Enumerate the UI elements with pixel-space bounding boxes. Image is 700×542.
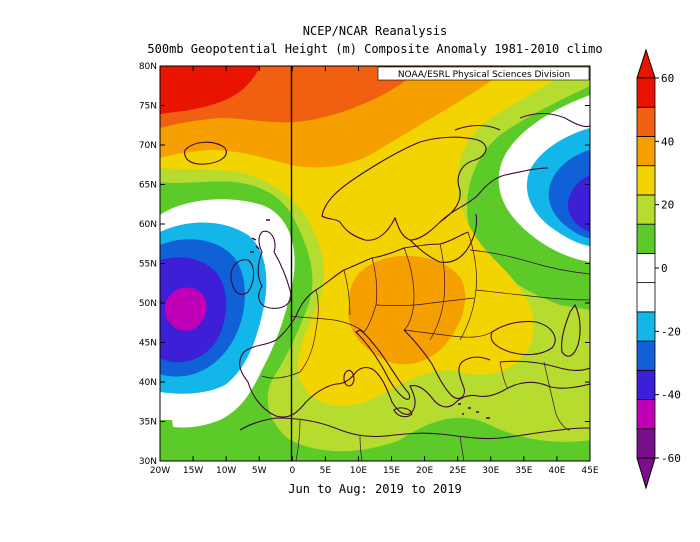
colorbar-segment [636,136,656,167]
colorbar-label: -40 [661,389,681,402]
colorbar-segment [636,106,656,137]
anomaly-band-55 [160,66,260,114]
colorbar-segment [636,340,656,371]
colorbar-segment [636,399,656,430]
chart-subtitle: 500mb Geopotential Height (m) Composite … [147,42,603,56]
lon-tick-label: 15W [183,466,203,476]
coastlines [184,112,590,461]
colorbar-segment [636,428,656,459]
colorbar-label: 20 [661,199,674,212]
colorbar-segment [636,252,656,284]
lon-tick-label: 20W [150,466,170,476]
lat-tick-label: 40N [139,378,157,388]
latitude-axis: 80N 75N 70N 65N 60N 55N 50N 45N 40N 35N 30N [139,62,590,467]
morocco-green [160,420,176,461]
colorbar-segment [636,282,656,313]
credit-box [377,66,590,81]
colorbar-label: 0 [661,262,668,275]
anomaly-band-35-europe [348,255,466,365]
lon-tick-label: 15E [383,466,400,476]
lat-tick-label: 35N [139,418,157,428]
colorbar-segment [636,311,656,342]
colorbar-labels: 60 40 20 0 -20 -40 -60 [655,72,681,465]
colorbar [636,48,656,490]
colorbar-segment [636,369,656,400]
lon-tick-label: 10E [350,466,367,476]
lon-tick-label: 5W [252,466,267,476]
lon-tick-label: 25E [449,466,466,476]
lon-tick-label: 45E [581,466,598,476]
lat-tick-label: 75N [139,102,157,112]
anomaly-field [160,66,590,461]
colorbar-label: -20 [661,325,681,338]
colorbar-label: -60 [661,452,681,465]
lon-tick-label: 10W [216,466,236,476]
longitude-axis: 20W 15W 10W 5W 0 5E 10E 15E 20E 25E 30E 35E 40E 45E [150,66,599,476]
lat-tick-label: 80N [139,62,157,72]
lon-tick-label: 20E [416,466,433,476]
lon-tick-label: 0 [289,466,295,476]
lat-tick-label: 70N [139,141,157,151]
lat-tick-label: 50N [139,299,157,309]
lon-tick-label: 30E [482,466,499,476]
colorbar-segment [636,194,656,225]
lon-tick-label: 35E [515,466,532,476]
colorbar-label: 40 [661,135,674,148]
colorbar-segment [636,223,656,254]
colorbar-max-arrow [636,48,656,79]
lat-tick-label: 60N [139,220,157,230]
atlantic-neg-45 [164,287,207,331]
russia-neg-35 [568,175,590,232]
time-period: Jun to Aug: 2019 to 2019 [288,482,462,496]
lon-tick-label: 40E [548,466,565,476]
colorbar-segment [636,165,656,196]
lat-tick-label: 45N [139,339,157,349]
credit-text: NOAA/ESRL Physical Sciences Division [398,70,570,80]
chart-title: NCEP/NCAR Reanalysis [302,24,448,38]
lat-tick-label: 65N [139,181,157,191]
colorbar-label: 60 [661,72,674,85]
colorbar-segment [636,77,656,108]
colorbar-min-arrow [636,457,656,490]
lon-tick-label: 5E [320,466,332,476]
lat-tick-label: 30N [139,457,157,467]
lat-tick-label: 55N [139,260,157,270]
